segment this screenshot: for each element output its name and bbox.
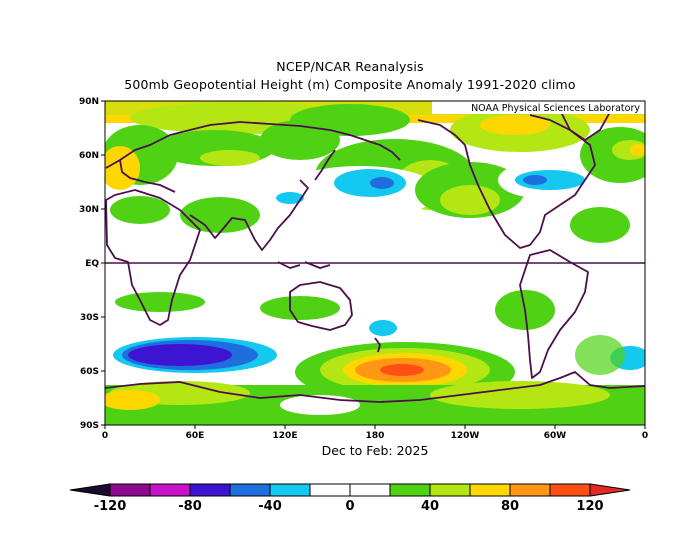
colorbar: -120 -80 -40 0 40 80 120	[69, 483, 631, 514]
mediterranean-outline	[119, 159, 176, 193]
continent-outlines	[105, 104, 645, 403]
anomaly-contour	[440, 185, 500, 215]
lon-tick-label: 60E	[186, 431, 205, 441]
new-zealand-outline	[374, 337, 381, 353]
lat-tick-label: 60N	[79, 151, 99, 161]
colorbar-label: -80	[178, 499, 202, 514]
anomaly-contour	[115, 292, 205, 312]
colorbar-label: -40	[258, 499, 282, 514]
anomaly-contour	[180, 197, 260, 233]
colorbar-swatch	[229, 483, 271, 497]
period-label: Dec to Feb: 2025	[321, 443, 429, 458]
anomaly-contour	[200, 150, 260, 166]
anomaly-contour	[369, 320, 397, 336]
anomaly-contour	[370, 177, 394, 189]
colorbar-label: 120	[576, 499, 603, 514]
latitude-axis: 90N 60N 30N EQ 30S 60S 90S	[79, 97, 105, 431]
credit-box	[432, 101, 645, 114]
credit-label: NOAA Physical Sciences Laboratory	[471, 103, 640, 114]
colorbar-under-arrow	[69, 483, 111, 497]
anomaly-contour	[290, 104, 410, 136]
antarctica-outline	[105, 371, 645, 403]
colorbar-swatch	[109, 483, 151, 497]
colorbar-label: 40	[421, 499, 439, 514]
colorbar-swatch	[469, 483, 511, 497]
anomaly-contour	[276, 192, 304, 204]
colorbar-swatch	[349, 483, 391, 497]
anomaly-contour	[105, 390, 160, 410]
asia-south-outline	[189, 179, 309, 251]
eurasia-outline	[105, 121, 401, 169]
colorbar-swatch	[149, 483, 191, 497]
chart-subtitle: 500mb Geopotential Height (m) Composite …	[124, 77, 576, 92]
colorbar-swatch	[389, 483, 431, 497]
anomaly-contour	[515, 170, 585, 190]
lon-tick-label: 120E	[273, 431, 298, 441]
lat-tick-label: 90S	[80, 421, 99, 431]
anomaly-contour	[128, 344, 232, 366]
anomaly-contour	[380, 364, 424, 376]
lat-tick-label: 90N	[79, 97, 99, 107]
lat-tick-label: EQ	[85, 259, 99, 269]
colorbar-swatch	[509, 483, 551, 497]
indonesia-outline	[277, 261, 331, 269]
africa-outline	[105, 189, 201, 326]
anomaly-contour	[575, 335, 625, 375]
longitude-axis: 0 60E 120E 180 120W 60W 0	[102, 425, 648, 441]
colorbar-swatch	[309, 483, 351, 497]
anomaly-contour	[430, 381, 610, 409]
colorbar-swatch	[269, 483, 311, 497]
colorbar-label: 0	[345, 499, 354, 514]
lat-tick-label: 30N	[79, 205, 99, 215]
anomaly-contour	[523, 175, 547, 185]
lon-tick-label: 120W	[451, 431, 480, 441]
colorbar-swatch	[429, 483, 471, 497]
japan-outline	[314, 149, 336, 181]
anomaly-contour	[260, 296, 340, 320]
north-america-outline	[417, 114, 596, 249]
anomaly-contour	[480, 115, 550, 135]
australia-outline	[289, 281, 353, 331]
anomaly-contour	[630, 144, 645, 156]
colorbar-swatch	[549, 483, 591, 497]
lat-tick-label: 30S	[80, 313, 99, 323]
colorbar-swatch	[189, 483, 231, 497]
lon-tick-label: 0	[102, 431, 108, 441]
lon-tick-label: 0	[642, 431, 648, 441]
lat-tick-label: 60S	[80, 367, 99, 377]
chart-title: NCEP/NCAR Reanalysis	[276, 59, 424, 74]
anomaly-contour	[110, 196, 170, 224]
lon-tick-label: 60W	[544, 431, 567, 441]
lon-tick-label: 180	[366, 431, 385, 441]
south-america-outline	[519, 249, 589, 379]
colorbar-over-arrow	[589, 483, 631, 497]
colorbar-label: -120	[94, 499, 127, 514]
colorbar-label: 80	[501, 499, 519, 514]
anomaly-contour	[570, 207, 630, 243]
